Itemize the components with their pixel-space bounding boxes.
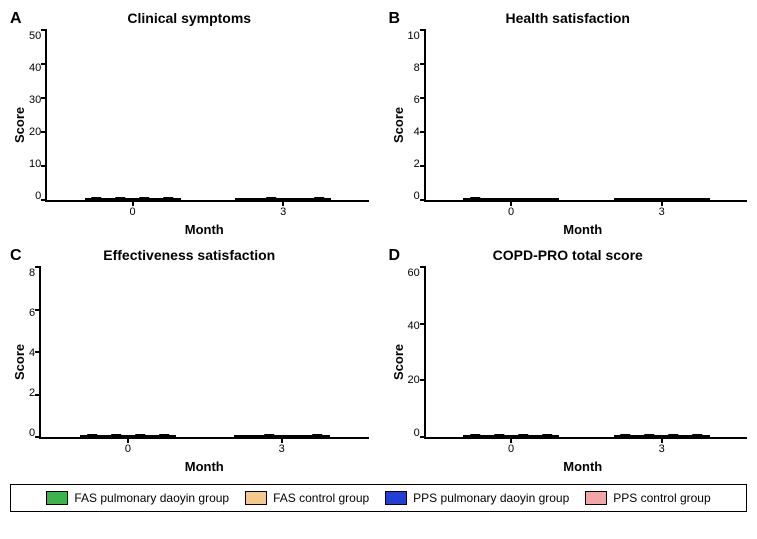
- plot-area: 03: [424, 267, 747, 439]
- x-axis-ticks: 03: [426, 443, 747, 455]
- x-axis-label: Month: [10, 222, 369, 237]
- legend-label: FAS control group: [273, 491, 369, 505]
- legend: FAS pulmonary daoyin group FAS control gr…: [10, 484, 747, 512]
- y-axis-label: Score: [10, 30, 29, 220]
- legend-item: FAS control group: [245, 491, 369, 505]
- x-axis-ticks: 03: [41, 443, 368, 455]
- panel-title: Health satisfaction: [389, 10, 748, 26]
- x-axis-ticks: 03: [426, 206, 747, 218]
- plot-area: 03: [424, 30, 747, 202]
- panel-letter: A: [10, 10, 22, 28]
- panel-c: CEffectiveness satisfactionScore8642003M…: [10, 247, 369, 474]
- legend-swatch: [46, 491, 68, 505]
- legend-label: FAS pulmonary daoyin group: [74, 491, 229, 505]
- panel-title: Effectiveness satisfaction: [10, 247, 369, 263]
- panel-title: Clinical symptoms: [10, 10, 369, 26]
- legend-item: PPS control group: [585, 491, 710, 505]
- legend-swatch: [385, 491, 407, 505]
- y-axis-label: Score: [389, 30, 408, 220]
- legend-swatch: [245, 491, 267, 505]
- x-axis-ticks: 03: [47, 206, 368, 218]
- y-axis-label: Score: [10, 267, 29, 457]
- panel-b: BHealth satisfactionScore108642003Month: [389, 10, 748, 237]
- y-axis-label: Score: [389, 267, 408, 457]
- legend-label: PPS pulmonary daoyin group: [413, 491, 569, 505]
- x-axis-label: Month: [389, 222, 748, 237]
- panel-letter: C: [10, 247, 22, 265]
- panel-d: DCOPD-PRO total scoreScore604020003Month: [389, 247, 748, 474]
- panel-letter: B: [389, 10, 401, 28]
- plot-area: 03: [45, 30, 368, 202]
- legend-item: FAS pulmonary daoyin group: [46, 491, 229, 505]
- legend-label: PPS control group: [613, 491, 710, 505]
- x-axis-label: Month: [389, 459, 748, 474]
- panel-letter: D: [389, 247, 401, 265]
- x-axis-label: Month: [10, 459, 369, 474]
- legend-swatch: [585, 491, 607, 505]
- panel-title: COPD-PRO total score: [389, 247, 748, 263]
- plot-area: 03: [39, 267, 368, 439]
- legend-item: PPS pulmonary daoyin group: [385, 491, 569, 505]
- panel-a: AClinical symptomsScore5040302010003Mont…: [10, 10, 369, 237]
